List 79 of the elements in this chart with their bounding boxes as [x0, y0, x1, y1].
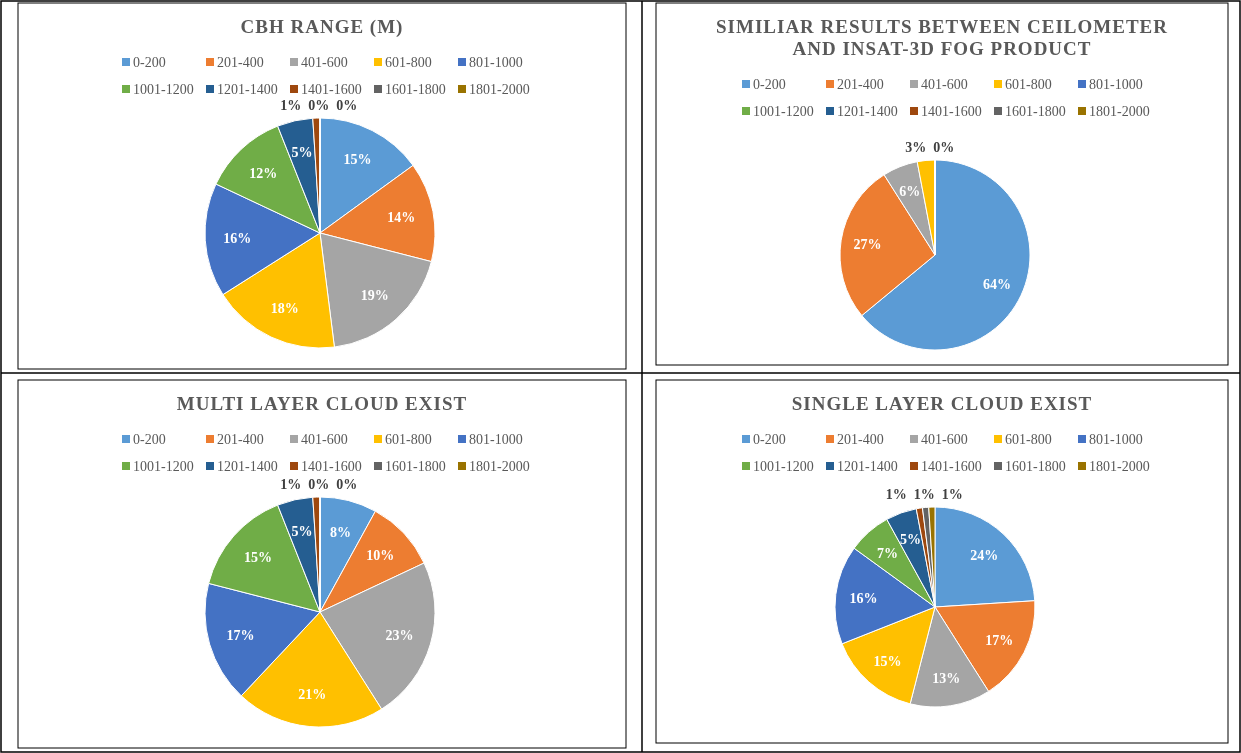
- data-label: 27%: [853, 237, 882, 253]
- legend-label: 401-600: [921, 77, 968, 92]
- legend-label: 1601-1800: [1005, 104, 1066, 119]
- data-label: 24%: [970, 547, 999, 563]
- data-label: 1%: [280, 98, 302, 113]
- legend-label: 1201-1400: [837, 104, 898, 119]
- legend-label: 601-800: [1005, 77, 1052, 92]
- text: 0%: [336, 98, 358, 113]
- data-label: 16%: [849, 590, 878, 606]
- data-label: 15%: [243, 550, 272, 566]
- data-label: 1%: [941, 487, 963, 502]
- chart-title: CBH RANGE (M): [240, 16, 404, 38]
- legend-label: 0-200: [133, 432, 166, 447]
- data-label: 23%: [385, 628, 414, 644]
- data-label: 1%: [280, 477, 302, 492]
- legend-label: 1001-1200: [133, 459, 194, 474]
- data-label: 19%: [360, 288, 389, 304]
- legend-label: 0-200: [753, 77, 786, 92]
- legend-label: 201-400: [217, 55, 264, 70]
- data-label: 15%: [873, 654, 902, 670]
- legend-label: 1801-2000: [469, 459, 530, 474]
- data-label: 5%: [291, 524, 313, 540]
- legend-label: 1201-1400: [217, 459, 278, 474]
- data-label: 64%: [982, 277, 1011, 293]
- data-label: 18%: [270, 300, 299, 316]
- chart-title: SIMILIAR RESULTS BETWEEN CEILOMETER AND INSAT-3D FOG PRODUCT: [716, 16, 1168, 59]
- data-label: 14%: [387, 210, 416, 226]
- legend-label: 1801-2000: [1089, 459, 1150, 474]
- legend-label: 601-800: [385, 55, 432, 70]
- chart-title: SINGLE LAYER CLOUD EXIST: [791, 393, 1093, 414]
- legend-label: 601-800: [385, 432, 432, 447]
- text: 0%: [308, 98, 330, 113]
- legend-label: 1801-2000: [1089, 104, 1150, 119]
- legend-label: 1601-1800: [385, 459, 446, 474]
- legend-label: 1201-1400: [837, 459, 898, 474]
- data-label: 21%: [298, 687, 327, 703]
- legend-label: 401-600: [921, 432, 968, 447]
- legend-label: 201-400: [837, 77, 884, 92]
- data-label: 17%: [985, 632, 1014, 648]
- legend-label: 801-1000: [1089, 77, 1143, 92]
- legend-label: 1401-1600: [921, 459, 982, 474]
- legend-label: 801-1000: [469, 55, 523, 70]
- legend-label: 1401-1600: [921, 104, 982, 119]
- data-label: 7%: [876, 545, 898, 561]
- data-label: 5%: [900, 532, 922, 548]
- data-label: 1%: [885, 487, 907, 502]
- data-label: 16%: [223, 231, 252, 247]
- legend-label: 0-200: [753, 432, 786, 447]
- legend-label: 0-200: [133, 55, 166, 70]
- data-label: 17%: [226, 628, 255, 644]
- data-label: 5%: [291, 145, 313, 161]
- legend-label: 201-400: [217, 432, 264, 447]
- legend-label: 1601-1800: [1005, 459, 1066, 474]
- legend-label: 801-1000: [469, 432, 523, 447]
- text: 0%: [308, 477, 330, 492]
- data-label: 3%: [905, 140, 927, 155]
- legend-label: 1001-1200: [753, 104, 814, 119]
- chart-title: MULTI LAYER CLOUD EXIST: [176, 393, 468, 414]
- data-label: 13%: [932, 671, 961, 687]
- legend-label: 601-800: [1005, 432, 1052, 447]
- legend-label: 201-400: [837, 432, 884, 447]
- data-label: 12%: [249, 165, 278, 181]
- data-label: 15%: [343, 152, 372, 168]
- legend-label: 401-600: [301, 55, 348, 70]
- legend-label: 801-1000: [1089, 432, 1143, 447]
- legend-label: 1201-1400: [217, 82, 278, 97]
- data-label: 6%: [899, 184, 921, 200]
- data-label: 8%: [330, 524, 352, 540]
- data-label: 10%: [366, 548, 395, 564]
- legend-label: 1001-1200: [133, 82, 194, 97]
- legend-label: 1401-1600: [301, 459, 362, 474]
- text: 0%: [336, 477, 358, 492]
- legend-label: 1401-1600: [301, 82, 362, 97]
- legend-label: 1801-2000: [469, 82, 530, 97]
- legend-label: 1001-1200: [753, 459, 814, 474]
- legend-label: 1601-1800: [385, 82, 446, 97]
- data-label: 1%: [913, 487, 935, 502]
- text: 0%: [933, 140, 955, 155]
- legend-label: 401-600: [301, 432, 348, 447]
